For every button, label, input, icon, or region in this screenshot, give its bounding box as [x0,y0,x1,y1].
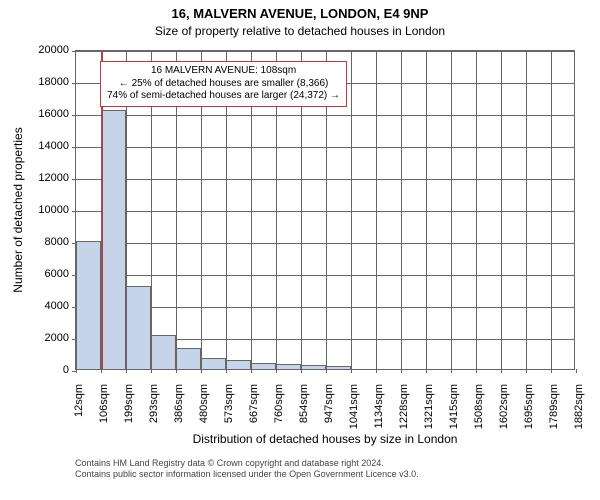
x-tick-label: 1508sqm [473,384,485,429]
histogram-bar [76,241,101,369]
chart-subtitle: Size of property relative to detached ho… [0,24,600,38]
info-box-line-3: 74% of semi-detached houses are larger (… [107,90,340,103]
gridline-v [376,51,377,369]
gridline-v [526,51,527,369]
y-tick-label: 18000 [33,76,69,88]
x-tick-label: 480sqm [198,384,210,423]
y-axis-title: Number of detached properties [11,127,25,292]
histogram-chart: 16, MALVERN AVENUE, LONDON, E4 9NP Size … [0,0,600,500]
footer-line-2: Contains public sector information licen… [75,469,419,480]
footer-line-1: Contains HM Land Registry data © Crown c… [75,458,419,469]
histogram-bar [226,360,251,369]
x-tick-label: 1041sqm [348,384,360,429]
x-tick-label: 1321sqm [423,384,435,429]
x-tick-label: 199sqm [123,384,135,423]
x-axis-title: Distribution of detached houses by size … [193,432,458,446]
gridline-v [501,51,502,369]
x-tick-label: 1228sqm [398,384,410,429]
gridline-v [476,51,477,369]
y-tick-label: 6000 [33,268,69,280]
x-tick-label: 1882sqm [573,384,585,429]
histogram-bar [201,358,226,369]
histogram-bar [101,110,126,369]
x-tick-label: 1695sqm [523,384,535,429]
histogram-bar [326,366,351,369]
x-tick-label: 854sqm [298,384,310,423]
chart-title-text: 16, MALVERN AVENUE, LONDON, E4 9NP [172,6,429,21]
histogram-bar [151,335,176,369]
gridline-v [551,51,552,369]
info-box-line-1: 16 MALVERN AVENUE: 108sqm [107,65,340,78]
gridline-v [451,51,452,369]
y-tick-label: 4000 [33,300,69,312]
x-tick-label: 1789sqm [548,384,560,429]
y-tick-label: 8000 [33,236,69,248]
y-tick-label: 0 [33,364,69,376]
footer-attribution: Contains HM Land Registry data © Crown c… [75,458,419,481]
gridline-v [351,51,352,369]
x-tick-label: 293sqm [148,384,160,423]
x-tick-label: 1134sqm [373,384,385,428]
x-tick-label: 1415sqm [448,384,460,429]
gridline-v [401,51,402,369]
x-tick-label: 386sqm [173,384,185,423]
y-tick-label: 16000 [33,108,69,120]
histogram-bar [301,365,326,369]
histogram-bar [276,364,301,369]
y-tick-label: 2000 [33,332,69,344]
gridline-v [426,51,427,369]
marker-info-box: 16 MALVERN AVENUE: 108sqm ← 25% of detac… [100,61,347,107]
y-tick-label: 10000 [33,204,69,216]
x-tick-label: 1602sqm [498,384,510,429]
x-tick-label: 573sqm [223,384,235,423]
x-tick-label: 106sqm [98,384,110,423]
y-tick-label: 12000 [33,172,69,184]
x-tick-label: 667sqm [248,384,260,423]
x-tick-label: 947sqm [323,384,335,423]
info-box-line-2: ← 25% of detached houses are smaller (8,… [107,78,340,91]
y-tick-label: 20000 [33,44,69,56]
histogram-bar [176,348,201,369]
x-tick-label: 760sqm [273,384,285,423]
x-tick-label: 12sqm [73,384,85,417]
y-tick-label: 14000 [33,140,69,152]
histogram-bar [251,363,276,369]
chart-subtitle-text: Size of property relative to detached ho… [155,24,445,38]
histogram-bar [126,286,151,369]
chart-title: 16, MALVERN AVENUE, LONDON, E4 9NP [0,6,600,21]
